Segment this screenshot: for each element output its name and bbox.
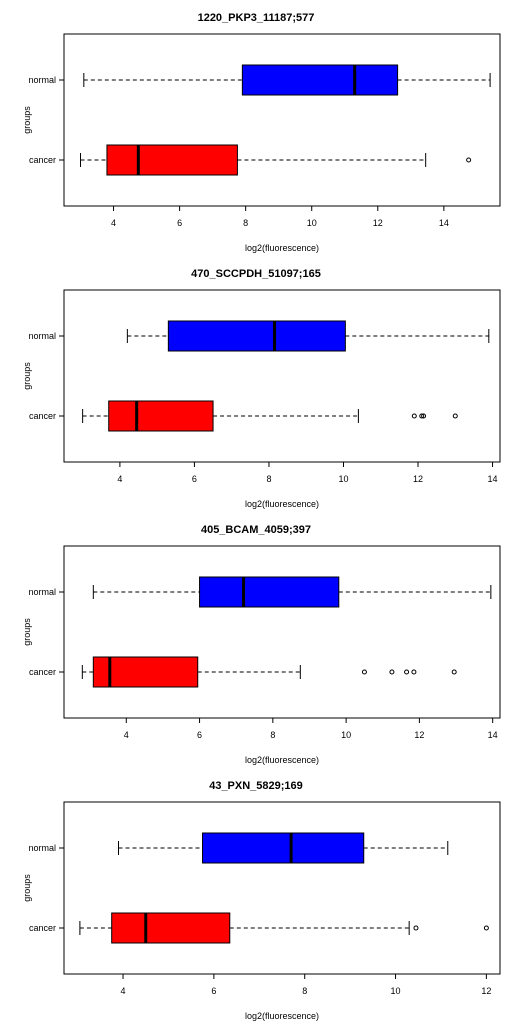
chart-title: 405_BCAM_4059;397 [201,524,311,536]
x-tick-label: 6 [211,986,216,996]
x-tick-label: 10 [307,218,317,228]
x-tick-label: 8 [266,474,271,484]
x-tick-label: 12 [413,474,423,484]
x-tick-label: 4 [124,730,129,740]
x-axis-label: log2(fluorescence) [245,1011,319,1021]
outlier-point [452,413,458,419]
y-axis-label: groups [22,106,32,134]
plot-frame [63,801,501,975]
outlier-point [413,925,419,931]
chart-panel: 1220_PKP3_11187;577 4 6 8 10 12 14 log2(fluores… [0,0,512,256]
x-axis-label: log2(fluorescence) [245,755,319,765]
iqr-box [202,832,365,864]
x-tick-label: 4 [117,474,122,484]
outlier-point [411,669,417,675]
y-axis-label: groups [22,874,32,902]
box-normal: normal [28,576,492,608]
box-cancer: cancer [29,144,472,176]
outlier-point [361,669,367,675]
box-cancer: cancer [29,912,489,944]
x-tick-label: 14 [488,730,498,740]
x-tick-label: 6 [192,474,197,484]
x-tick-label: 10 [391,986,401,996]
x-axis-label: log2(fluorescence) [245,243,319,253]
outlier-point [483,925,489,931]
plot-frame [63,545,501,719]
outlier-point [389,669,395,675]
x-tick-label: 6 [197,730,202,740]
outlier-point [451,669,457,675]
iqr-box [241,64,399,96]
iqr-box [108,400,214,432]
x-tick-label: 10 [341,730,351,740]
x-tick-label: 8 [243,218,248,228]
box-normal: normal [28,832,449,864]
y-axis-label: groups [22,618,32,646]
x-tick-label: 14 [488,474,498,484]
category-label: cancer [29,411,56,421]
chart-svg: 470_SCCPDH_51097;165 4 6 8 10 12 14 log2(fluore… [22,268,501,509]
chart-svg: 405_BCAM_4059;397 4 6 8 10 12 14 log2(fluoresce… [22,524,501,765]
x-tick-label: 14 [439,218,449,228]
category-label: normal [28,331,56,341]
chart-panel: 43_PXN_5829;169 4 6 8 10 12 log2(fluorescence)… [0,768,512,1024]
outlier-point [404,669,410,675]
outlier-point [466,157,472,163]
y-axis-label: groups [22,362,32,390]
x-tick-label: 8 [270,730,275,740]
category-label: cancer [29,667,56,677]
x-tick-label: 8 [302,986,307,996]
x-tick-label: 12 [414,730,424,740]
x-tick-label: 12 [481,986,491,996]
box-cancer: cancer [29,656,457,688]
x-tick-label: 4 [121,986,126,996]
chart-title: 43_PXN_5829;169 [209,780,303,792]
outlier-point [411,413,417,419]
plot-frame [63,33,501,207]
x-tick-label: 10 [338,474,348,484]
box-normal: normal [28,64,491,96]
category-label: normal [28,587,56,597]
category-label: normal [28,843,56,853]
iqr-box [106,144,238,176]
chart-panel: 470_SCCPDH_51097;165 4 6 8 10 12 14 log2(fluore… [0,256,512,512]
x-tick-label: 4 [111,218,116,228]
outlier-point [421,413,427,419]
chart-title: 1220_PKP3_11187;577 [198,12,315,24]
x-axis-label: log2(fluorescence) [245,499,319,509]
x-tick-label: 12 [373,218,383,228]
plot-frame [63,289,501,463]
category-label: cancer [29,923,56,933]
x-tick-label: 6 [177,218,182,228]
chart-panel: 405_BCAM_4059;397 4 6 8 10 12 14 log2(fluoresce… [0,512,512,768]
iqr-box [199,576,340,608]
iqr-box [111,912,231,944]
box-cancer: cancer [29,400,458,432]
outlier-point [419,413,425,419]
category-label: cancer [29,155,56,165]
iqr-box [167,320,346,352]
box-normal: normal [28,320,490,352]
chart-title: 470_SCCPDH_51097;165 [191,268,321,280]
category-label: normal [28,75,56,85]
chart-svg: 43_PXN_5829;169 4 6 8 10 12 log2(fluorescence)… [22,780,501,1021]
chart-svg: 1220_PKP3_11187;577 4 6 8 10 12 14 log2(fluores… [22,12,501,253]
